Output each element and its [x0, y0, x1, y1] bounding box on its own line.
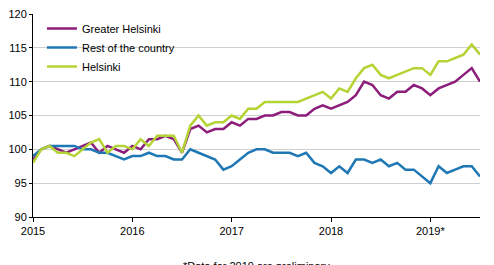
svg-text:2018: 2018	[319, 225, 343, 237]
svg-text:*Data for 2019 are preliminary: *Data for 2019 are preliminary	[183, 260, 330, 265]
svg-text:2016: 2016	[120, 225, 144, 237]
svg-text:120: 120	[8, 8, 26, 20]
svg-text:110: 110	[9, 76, 27, 88]
svg-text:90: 90	[15, 211, 27, 223]
svg-text:2019*: 2019*	[416, 225, 445, 237]
svg-text:2015: 2015	[21, 225, 45, 237]
svg-text:95: 95	[15, 177, 27, 189]
svg-text:105: 105	[8, 109, 26, 121]
svg-text:2017: 2017	[219, 225, 243, 237]
svg-text:100: 100	[8, 143, 26, 155]
svg-text:Rest of the country: Rest of the country	[82, 42, 175, 54]
svg-text:Helsinki: Helsinki	[82, 61, 121, 73]
svg-text:115: 115	[9, 42, 27, 54]
svg-text:Greater Helsinki: Greater Helsinki	[82, 23, 161, 35]
